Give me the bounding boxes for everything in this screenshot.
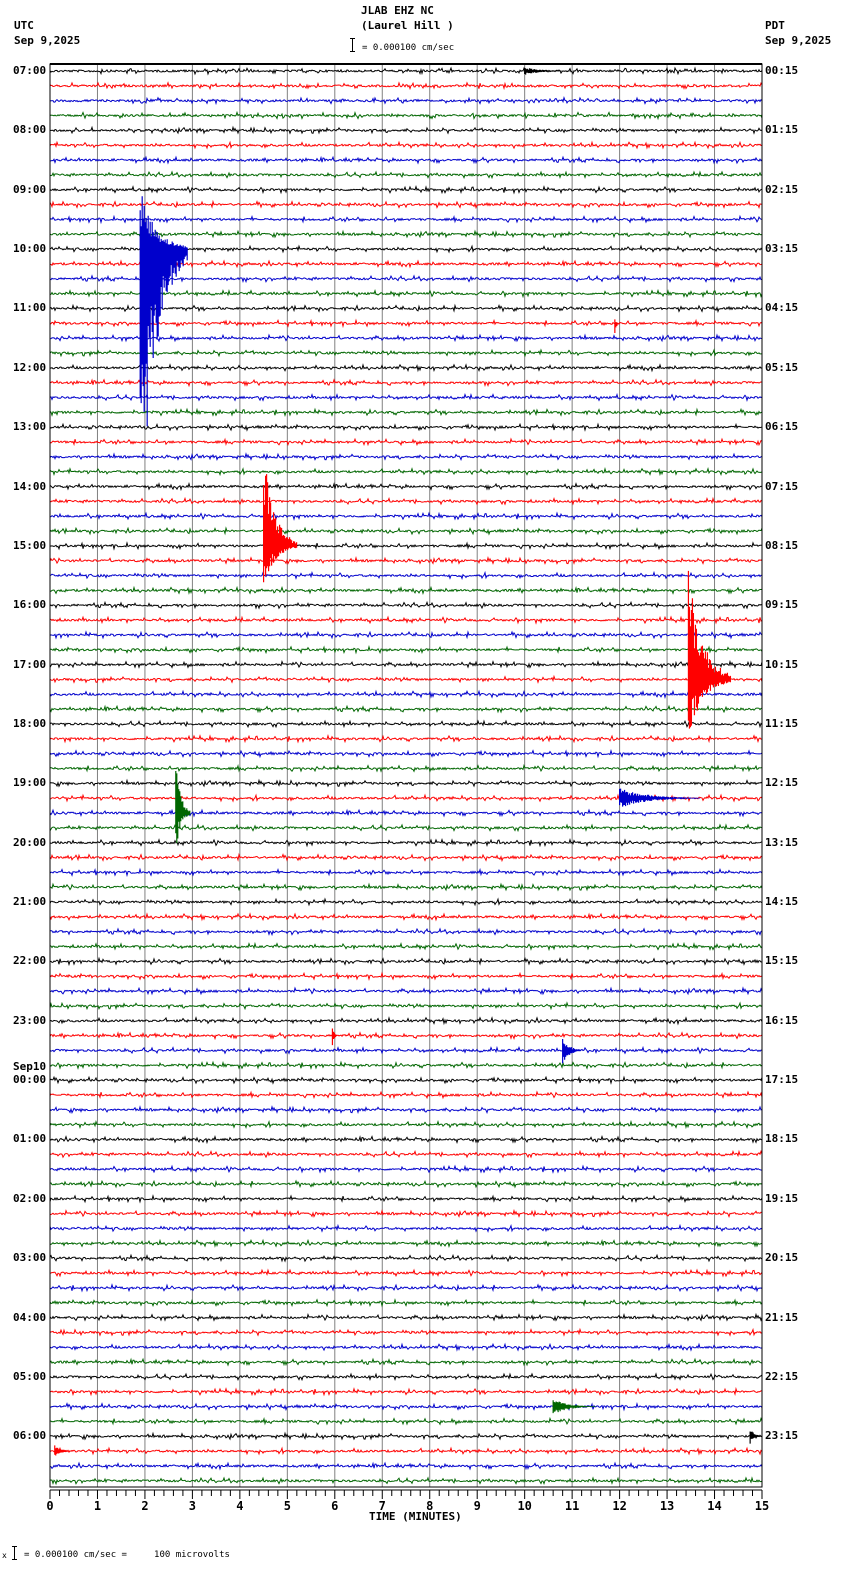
- utc-hour-label: 11:00: [13, 301, 47, 315]
- utc-hour-label: 14:00: [13, 479, 47, 493]
- x-tick-label: 0: [46, 1499, 53, 1513]
- pdt-hour-label: 09:15: [765, 598, 799, 612]
- x-tick-label: 12: [612, 1499, 626, 1513]
- date-change-label: Sep10: [13, 1060, 47, 1074]
- pdt-hour-label: 18:15: [765, 1132, 799, 1146]
- utc-hour-label: 16:00: [13, 598, 47, 612]
- scale-bar-icon: [350, 38, 355, 52]
- x-tick-label: 7: [379, 1499, 386, 1513]
- station-location: (Laurel Hill ): [361, 19, 454, 32]
- x-tick-label: 15: [755, 1499, 769, 1513]
- pdt-hour-label: 06:15: [765, 420, 799, 434]
- utc-hour-label: 21:00: [13, 895, 47, 909]
- pdt-hour-label: 15:15: [765, 954, 799, 968]
- left-timezone: UTC: [14, 19, 34, 32]
- pdt-hour-label: 19:15: [765, 1191, 799, 1205]
- left-date: Sep 9,2025: [14, 34, 81, 47]
- utc-hour-label: 22:00: [13, 954, 47, 968]
- footer-scale-text: = 0.000100 cm/sec = 100 microvolts: [24, 1550, 230, 1560]
- utc-hour-label: 15:00: [13, 538, 47, 552]
- x-tick-label: 10: [517, 1499, 531, 1513]
- x-axis-label: TIME (MINUTES): [369, 1510, 462, 1523]
- utc-hour-label: 02:00: [13, 1191, 47, 1205]
- pdt-hour-label: 05:15: [765, 360, 799, 374]
- pdt-hour-label: 10:15: [765, 657, 799, 671]
- pdt-hour-label: 00:15: [765, 64, 799, 77]
- utc-hour-label: 17:00: [13, 657, 47, 671]
- utc-hour-label: 04:00: [13, 1310, 47, 1324]
- utc-hour-label: 08:00: [13, 123, 47, 137]
- pdt-hour-label: 04:15: [765, 301, 799, 315]
- pdt-hour-label: 11:15: [765, 716, 799, 730]
- x-tick-label: 3: [189, 1499, 196, 1513]
- x-tick-label: 13: [660, 1499, 674, 1513]
- x-tick-label: 4: [236, 1499, 243, 1513]
- pdt-hour-label: 01:15: [765, 123, 799, 137]
- x-tick-label: 14: [707, 1499, 721, 1513]
- pdt-hour-label: 02:15: [765, 182, 799, 196]
- x-tick-label: 5: [284, 1499, 291, 1513]
- utc-hour-label: 13:00: [13, 420, 47, 434]
- pdt-hour-label: 22:15: [765, 1369, 799, 1383]
- pdt-hour-label: 14:15: [765, 895, 799, 909]
- utc-hour-label: 10:00: [13, 242, 47, 256]
- utc-hour-label: 18:00: [13, 716, 47, 730]
- pdt-hour-label: 21:15: [765, 1310, 799, 1324]
- pdt-hour-label: 12:15: [765, 776, 799, 790]
- utc-hour-label: 12:00: [13, 360, 47, 374]
- pdt-hour-label: 08:15: [765, 538, 799, 552]
- pdt-hour-label: 13:15: [765, 835, 799, 849]
- x-tick-label: 11: [565, 1499, 579, 1513]
- utc-hour-label: 09:00: [13, 182, 47, 196]
- utc-hour-label: 07:00: [13, 64, 47, 77]
- x-tick-label: 1: [94, 1499, 101, 1513]
- utc-hour-label: 01:00: [13, 1132, 47, 1146]
- right-date: Sep 9,2025: [765, 34, 832, 47]
- pdt-hour-label: 03:15: [765, 242, 799, 256]
- pdt-hour-label: 07:15: [765, 479, 799, 493]
- pdt-hour-label: 20:15: [765, 1251, 799, 1265]
- utc-hour-label: 05:00: [13, 1369, 47, 1383]
- station-title: JLAB EHZ NC: [361, 4, 434, 17]
- pdt-hour-label: 17:15: [765, 1073, 799, 1087]
- utc-hour-label: 20:00: [13, 835, 47, 849]
- x-tick-label: 2: [141, 1499, 148, 1513]
- footer-prefix: x: [2, 1551, 7, 1560]
- pdt-hour-label: 16:15: [765, 1013, 799, 1027]
- utc-hour-label: 00:00: [13, 1073, 47, 1087]
- x-tick-label: 9: [474, 1499, 481, 1513]
- utc-hour-label: 03:00: [13, 1251, 47, 1265]
- right-timezone: PDT: [765, 19, 785, 32]
- utc-hour-label: 23:00: [13, 1013, 47, 1027]
- footer-scale-bar-icon: [12, 1546, 17, 1560]
- x-tick-label: 6: [331, 1499, 338, 1513]
- x-tick-label: 8: [426, 1499, 433, 1513]
- utc-hour-label: 19:00: [13, 776, 47, 790]
- pdt-hour-label: 23:15: [765, 1429, 799, 1443]
- utc-hour-label: 06:00: [13, 1429, 47, 1443]
- scale-text: = 0.000100 cm/sec: [362, 43, 455, 53]
